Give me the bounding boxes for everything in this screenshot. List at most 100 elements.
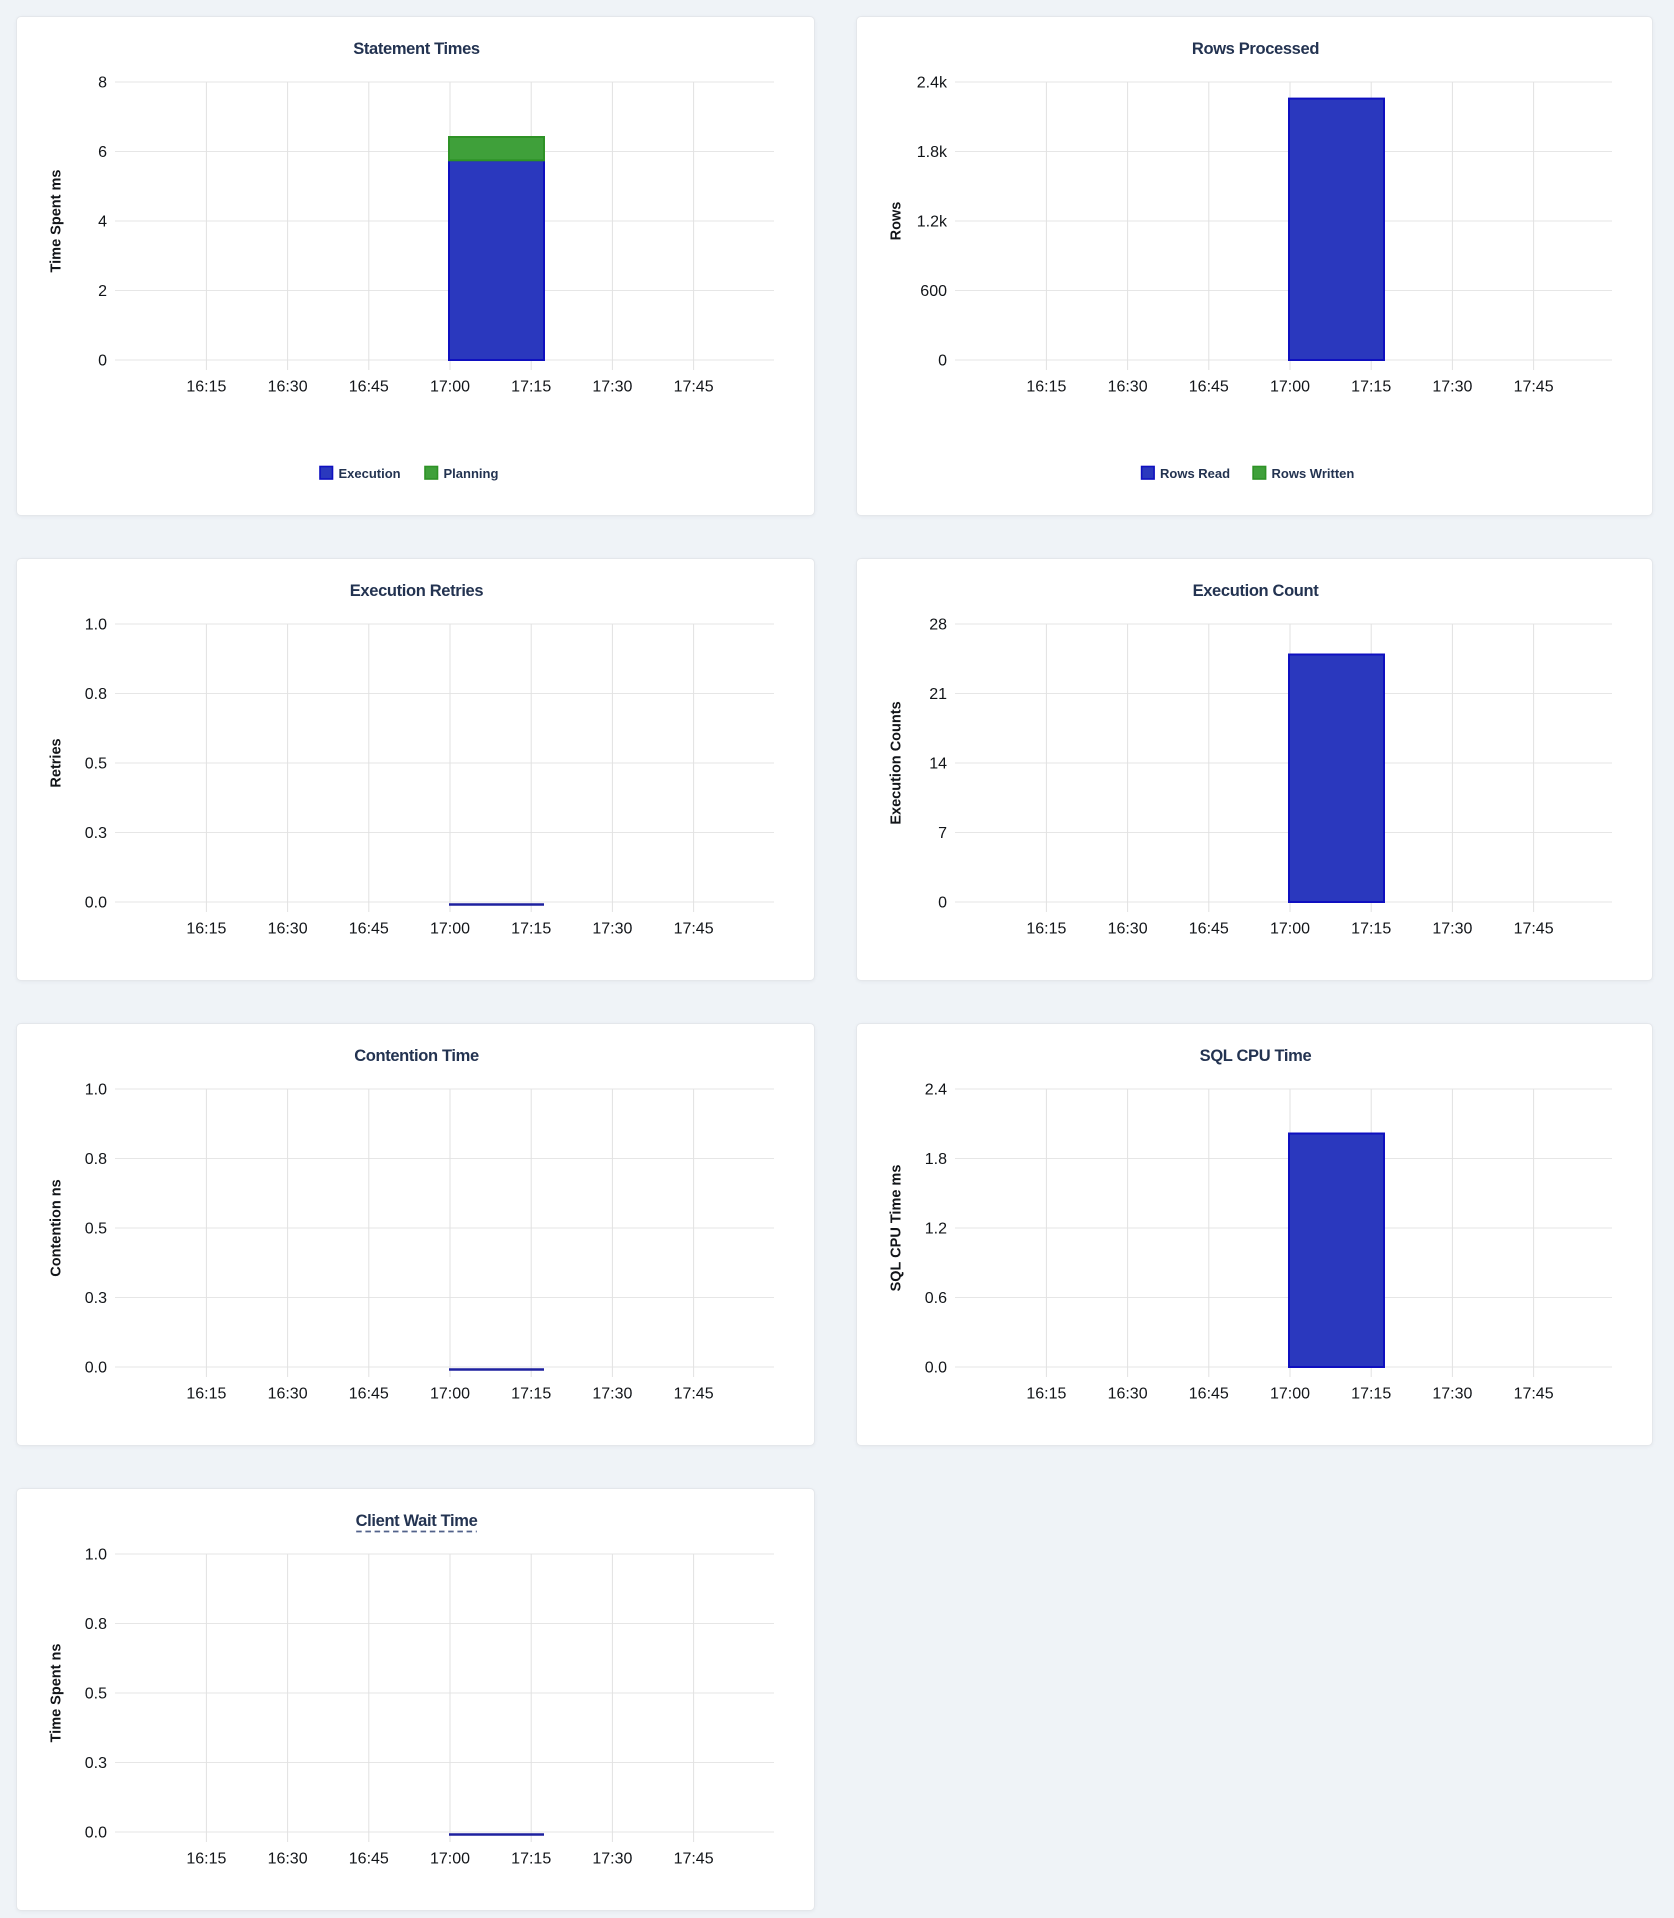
svg-text:17:45: 17:45 — [674, 379, 714, 396]
svg-text:16:15: 16:15 — [1026, 921, 1066, 938]
svg-text:1.2: 1.2 — [925, 1221, 947, 1238]
svg-text:0.5: 0.5 — [85, 1221, 107, 1238]
svg-text:17:30: 17:30 — [592, 379, 632, 396]
svg-text:17:00: 17:00 — [430, 921, 470, 938]
svg-text:1.0: 1.0 — [85, 1082, 107, 1099]
svg-text:0.5: 0.5 — [85, 756, 107, 773]
svg-text:Execution Count: Execution Count — [1193, 582, 1320, 600]
svg-text:17:30: 17:30 — [1432, 1386, 1472, 1403]
svg-text:0: 0 — [938, 353, 947, 370]
svg-text:16:45: 16:45 — [349, 921, 389, 938]
svg-text:0.3: 0.3 — [85, 825, 107, 842]
svg-text:17:15: 17:15 — [511, 1851, 551, 1868]
svg-text:21: 21 — [929, 686, 947, 703]
svg-text:17:15: 17:15 — [511, 1386, 551, 1403]
svg-text:0.8: 0.8 — [85, 1151, 107, 1168]
svg-text:Execution: Execution — [339, 466, 401, 481]
svg-text:16:30: 16:30 — [1108, 921, 1148, 938]
svg-text:600: 600 — [920, 283, 947, 300]
svg-text:17:15: 17:15 — [511, 921, 551, 938]
svg-text:17:00: 17:00 — [430, 379, 470, 396]
svg-text:17:45: 17:45 — [1514, 1386, 1554, 1403]
svg-text:Rows: Rows — [889, 202, 905, 241]
svg-text:17:30: 17:30 — [592, 1851, 632, 1868]
svg-text:16:45: 16:45 — [1189, 921, 1229, 938]
svg-text:Time Spent ms: Time Spent ms — [49, 170, 65, 273]
svg-text:16:15: 16:15 — [186, 1851, 226, 1868]
svg-text:14: 14 — [929, 756, 947, 773]
svg-text:1.2k: 1.2k — [917, 214, 948, 231]
svg-text:0: 0 — [938, 895, 947, 912]
svg-text:0.8: 0.8 — [85, 686, 107, 703]
svg-text:17:15: 17:15 — [511, 379, 551, 396]
svg-text:Execution Counts: Execution Counts — [889, 701, 905, 824]
svg-text:16:30: 16:30 — [268, 1386, 308, 1403]
svg-text:17:15: 17:15 — [1351, 1386, 1391, 1403]
svg-text:2: 2 — [98, 283, 107, 300]
svg-text:16:15: 16:15 — [186, 1386, 226, 1403]
svg-text:1.0: 1.0 — [85, 617, 107, 634]
svg-text:Rows Read: Rows Read — [1160, 466, 1230, 481]
svg-text:0.0: 0.0 — [85, 1825, 107, 1842]
svg-text:0.6: 0.6 — [925, 1290, 947, 1307]
svg-text:0.0: 0.0 — [925, 1360, 947, 1377]
svg-text:Contention Time: Contention Time — [354, 1047, 479, 1065]
svg-text:17:30: 17:30 — [592, 921, 632, 938]
svg-text:1.8: 1.8 — [925, 1151, 947, 1168]
svg-text:0.3: 0.3 — [85, 1755, 107, 1772]
svg-text:17:00: 17:00 — [1270, 921, 1310, 938]
svg-text:0.0: 0.0 — [85, 1360, 107, 1377]
svg-text:0.8: 0.8 — [85, 1616, 107, 1633]
svg-text:0.5: 0.5 — [85, 1686, 107, 1703]
svg-text:16:15: 16:15 — [1026, 1386, 1066, 1403]
svg-text:4: 4 — [98, 214, 107, 231]
svg-text:SQL CPU Time ms: SQL CPU Time ms — [889, 1165, 905, 1292]
svg-text:17:45: 17:45 — [1514, 379, 1554, 396]
svg-text:2.4: 2.4 — [925, 1082, 947, 1099]
svg-text:16:45: 16:45 — [349, 379, 389, 396]
svg-text:6: 6 — [98, 144, 107, 161]
svg-text:Contention ns: Contention ns — [49, 1179, 65, 1276]
svg-text:Planning: Planning — [444, 466, 499, 481]
svg-text:7: 7 — [938, 825, 947, 842]
svg-text:0.0: 0.0 — [85, 895, 107, 912]
svg-text:16:45: 16:45 — [1189, 1386, 1229, 1403]
svg-text:16:15: 16:15 — [1026, 379, 1066, 396]
svg-text:Retries: Retries — [49, 738, 65, 787]
svg-text:Statement Times: Statement Times — [353, 40, 480, 58]
svg-text:0.3: 0.3 — [85, 1290, 107, 1307]
svg-text:Client Wait Time: Client Wait Time — [356, 1512, 478, 1530]
svg-text:16:30: 16:30 — [268, 921, 308, 938]
svg-text:17:30: 17:30 — [1432, 921, 1472, 938]
svg-text:SQL CPU Time: SQL CPU Time — [1200, 1047, 1312, 1065]
svg-text:17:15: 17:15 — [1351, 921, 1391, 938]
svg-text:Execution Retries: Execution Retries — [350, 582, 484, 600]
svg-text:Time Spent ns: Time Spent ns — [49, 1644, 65, 1743]
svg-text:16:15: 16:15 — [186, 921, 226, 938]
svg-text:17:15: 17:15 — [1351, 379, 1391, 396]
svg-text:16:30: 16:30 — [268, 1851, 308, 1868]
svg-text:Rows Written: Rows Written — [1272, 466, 1355, 481]
svg-text:16:30: 16:30 — [1108, 1386, 1148, 1403]
svg-text:17:00: 17:00 — [1270, 1386, 1310, 1403]
svg-text:16:45: 16:45 — [349, 1386, 389, 1403]
svg-text:2.4k: 2.4k — [917, 75, 948, 92]
svg-text:1.8k: 1.8k — [917, 144, 948, 161]
svg-text:8: 8 — [98, 75, 107, 92]
svg-text:17:45: 17:45 — [674, 1386, 714, 1403]
svg-text:17:00: 17:00 — [430, 1851, 470, 1868]
svg-text:16:30: 16:30 — [268, 379, 308, 396]
svg-text:17:30: 17:30 — [592, 1386, 632, 1403]
svg-text:Rows Processed: Rows Processed — [1192, 40, 1319, 58]
svg-text:16:45: 16:45 — [349, 1851, 389, 1868]
svg-text:0: 0 — [98, 353, 107, 370]
svg-text:16:45: 16:45 — [1189, 379, 1229, 396]
svg-text:17:30: 17:30 — [1432, 379, 1472, 396]
svg-text:17:00: 17:00 — [1270, 379, 1310, 396]
svg-text:16:30: 16:30 — [1108, 379, 1148, 396]
svg-text:28: 28 — [929, 617, 947, 634]
svg-text:16:15: 16:15 — [186, 379, 226, 396]
svg-text:17:45: 17:45 — [674, 1851, 714, 1868]
svg-text:17:45: 17:45 — [1514, 921, 1554, 938]
svg-text:17:45: 17:45 — [674, 921, 714, 938]
